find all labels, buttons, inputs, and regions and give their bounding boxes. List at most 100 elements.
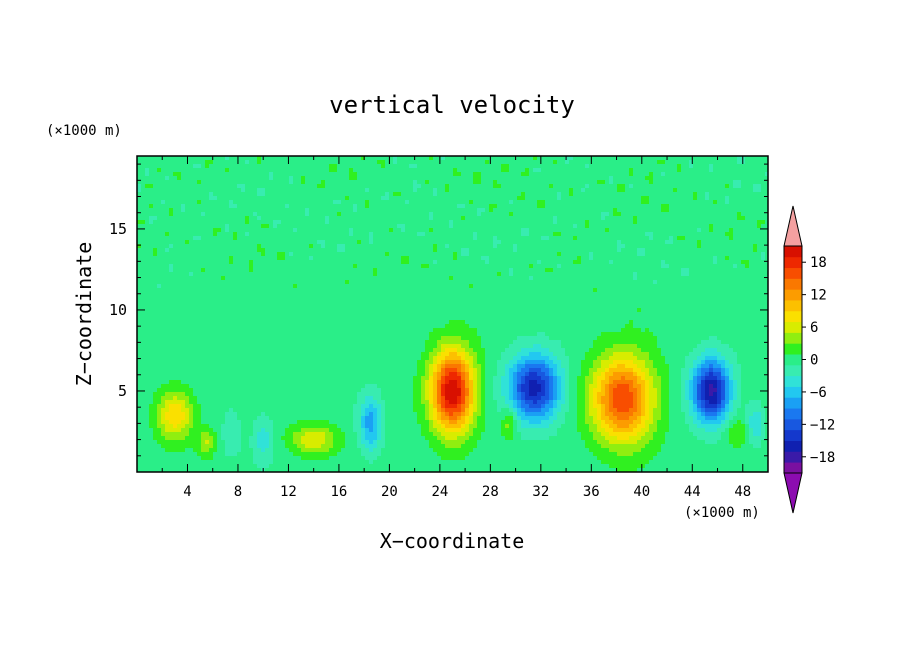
field-cell <box>529 264 534 269</box>
field-cell <box>545 232 550 237</box>
field-cell <box>653 160 658 165</box>
field-cell <box>477 240 482 245</box>
field-cell <box>489 204 494 209</box>
field-cell <box>137 180 142 185</box>
field-cell <box>761 208 766 213</box>
field-cell <box>285 172 290 177</box>
field-cell <box>637 176 642 181</box>
field-cell <box>305 160 310 165</box>
field-cell <box>669 248 674 253</box>
field-cell <box>537 252 542 257</box>
field-cell <box>169 244 174 249</box>
field-cell <box>329 180 334 185</box>
field-cell <box>317 272 322 277</box>
field-cell <box>677 268 682 273</box>
field-cell <box>617 220 622 225</box>
field-cell <box>217 276 222 281</box>
field-cell <box>685 248 690 253</box>
field-cell <box>413 204 418 209</box>
field-cell <box>405 248 410 253</box>
field-cell <box>345 196 350 201</box>
field-cell <box>733 172 738 177</box>
field-cell <box>333 228 338 233</box>
field-cell <box>233 276 238 281</box>
field-cell <box>465 236 470 241</box>
field-cell <box>529 204 534 209</box>
field-cell <box>221 184 226 189</box>
field-cell <box>185 216 190 221</box>
field-cell <box>493 180 498 185</box>
field-cell <box>397 240 402 245</box>
field-cell <box>549 188 554 193</box>
field-cell <box>349 156 354 161</box>
field-cell <box>385 180 390 185</box>
field-cell <box>325 280 330 285</box>
field-cell <box>565 208 570 213</box>
field-cell <box>137 232 142 237</box>
field-cell <box>401 184 406 189</box>
field-cell <box>373 208 378 213</box>
field-cell <box>137 260 142 265</box>
field-cell <box>485 212 490 217</box>
field-cell <box>697 212 702 217</box>
field-cell <box>361 272 366 277</box>
field-cell <box>165 240 170 245</box>
field-cell <box>269 188 274 193</box>
field-cell <box>721 244 726 249</box>
field-cell <box>233 244 238 249</box>
field-cell <box>549 236 554 241</box>
field-cell <box>529 160 534 165</box>
field-cell <box>581 180 586 185</box>
field-cell <box>661 236 666 241</box>
field-cell <box>161 156 166 161</box>
field-cell <box>741 236 746 241</box>
field-cell <box>453 276 458 281</box>
field-cell <box>245 160 250 165</box>
field-cell <box>397 188 402 193</box>
field-cell <box>205 252 210 257</box>
field-cell <box>601 228 606 233</box>
field-cell <box>569 164 574 169</box>
field-cell <box>601 236 606 241</box>
field-cell <box>309 208 314 213</box>
field-cell <box>601 164 606 169</box>
field-cell <box>417 156 422 161</box>
field-cell <box>517 276 522 281</box>
field-cell <box>425 268 430 273</box>
field-cell <box>241 200 246 205</box>
field-cell <box>585 204 590 209</box>
field-cell <box>145 176 150 181</box>
field-cell <box>721 260 726 265</box>
field-cell <box>697 244 702 249</box>
field-cell <box>309 192 314 197</box>
field-cell <box>613 236 618 241</box>
field-cell <box>453 208 458 213</box>
field-cell <box>477 220 482 225</box>
field-cell <box>197 256 202 261</box>
field-cell <box>445 208 450 213</box>
field-cell <box>585 176 590 181</box>
field-cell <box>701 256 706 261</box>
field-cell <box>357 256 362 261</box>
field-cell <box>261 220 266 225</box>
field-cell <box>401 208 406 213</box>
field-cell <box>341 168 346 173</box>
field-cell <box>221 228 226 233</box>
field-cell <box>757 184 762 189</box>
field-cell <box>637 252 642 257</box>
field-cell <box>441 232 446 237</box>
field-cell <box>569 252 574 257</box>
field-cell <box>657 272 662 277</box>
field-cell <box>533 200 538 205</box>
field-cell <box>461 196 466 201</box>
field-cell <box>313 160 318 165</box>
field-cell <box>405 184 410 189</box>
field-cell <box>569 200 574 205</box>
field-cell <box>445 240 450 245</box>
field-cell <box>345 168 350 173</box>
field-cell <box>145 244 150 249</box>
field-cell <box>537 224 542 229</box>
field-cell <box>289 156 294 161</box>
field-cell <box>565 196 570 201</box>
field-cell <box>669 252 674 257</box>
